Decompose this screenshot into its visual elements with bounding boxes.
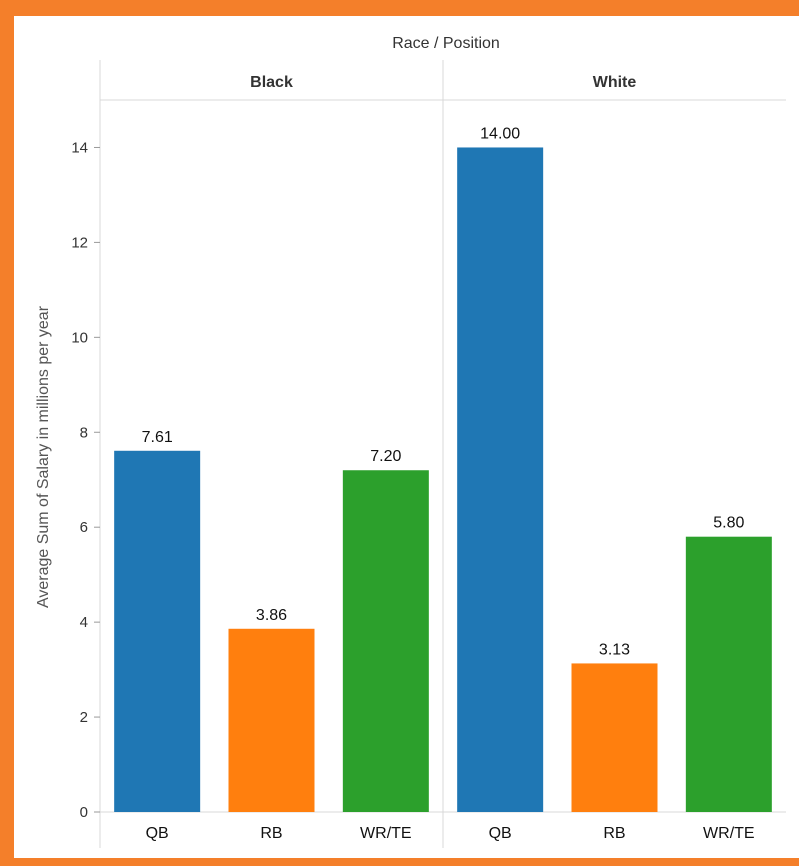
chart-frame: Race / Position Average Sum of Salary in…	[14, 16, 799, 858]
x-category-label: QB	[146, 825, 169, 842]
bar-value-label: 7.61	[142, 429, 173, 446]
y-tick-label: 8	[80, 424, 88, 441]
y-tick-label: 4	[80, 614, 88, 631]
y-tick-label: 6	[80, 519, 88, 536]
y-tick-label: 12	[71, 234, 88, 251]
x-category-label: QB	[489, 825, 512, 842]
y-tick-label: 10	[71, 329, 88, 346]
panel-black: Black 7.61 QB 3.86 RB 7.20 WR/TE	[114, 74, 429, 842]
x-category-label: WR/TE	[360, 825, 412, 842]
bar-value-label: 14.00	[480, 125, 520, 142]
bar-value-label: 3.86	[256, 607, 287, 624]
bar-qb	[457, 147, 544, 812]
y-tick-label: 2	[80, 709, 88, 726]
chart-gridlines	[99, 60, 786, 848]
bar-wr-te	[342, 470, 429, 812]
x-category-label: WR/TE	[703, 825, 755, 842]
bar-value-label: 7.20	[370, 448, 401, 465]
bar-wr-te	[685, 536, 772, 812]
y-tick-label: 0	[80, 804, 88, 821]
x-category-label: RB	[603, 825, 625, 842]
x-category-label: RB	[260, 825, 282, 842]
y-tick-label: 14	[71, 139, 88, 156]
bar-value-label: 3.13	[599, 641, 630, 658]
bar-rb	[228, 628, 315, 812]
chart-header: Race / Position	[392, 35, 500, 52]
bar-qb	[114, 450, 201, 812]
chart-panels: Black 7.61 QB 3.86 RB 7.20 WR/TE White 14.00 QB 3.…	[114, 74, 772, 842]
panel-title: White	[593, 74, 637, 91]
y-axis: 0 2 4 6 8 10 12 14	[71, 139, 100, 821]
panel-white: White 14.00 QB 3.13 RB 5.80 WR/TE	[457, 74, 772, 842]
bar-chart: Race / Position Average Sum of Salary in…	[35, 35, 786, 848]
y-axis-label: Average Sum of Salary in millions per ye…	[35, 305, 52, 608]
panel-title: Black	[250, 74, 293, 91]
bar-value-label: 5.80	[713, 515, 744, 532]
bar-rb	[571, 663, 658, 812]
